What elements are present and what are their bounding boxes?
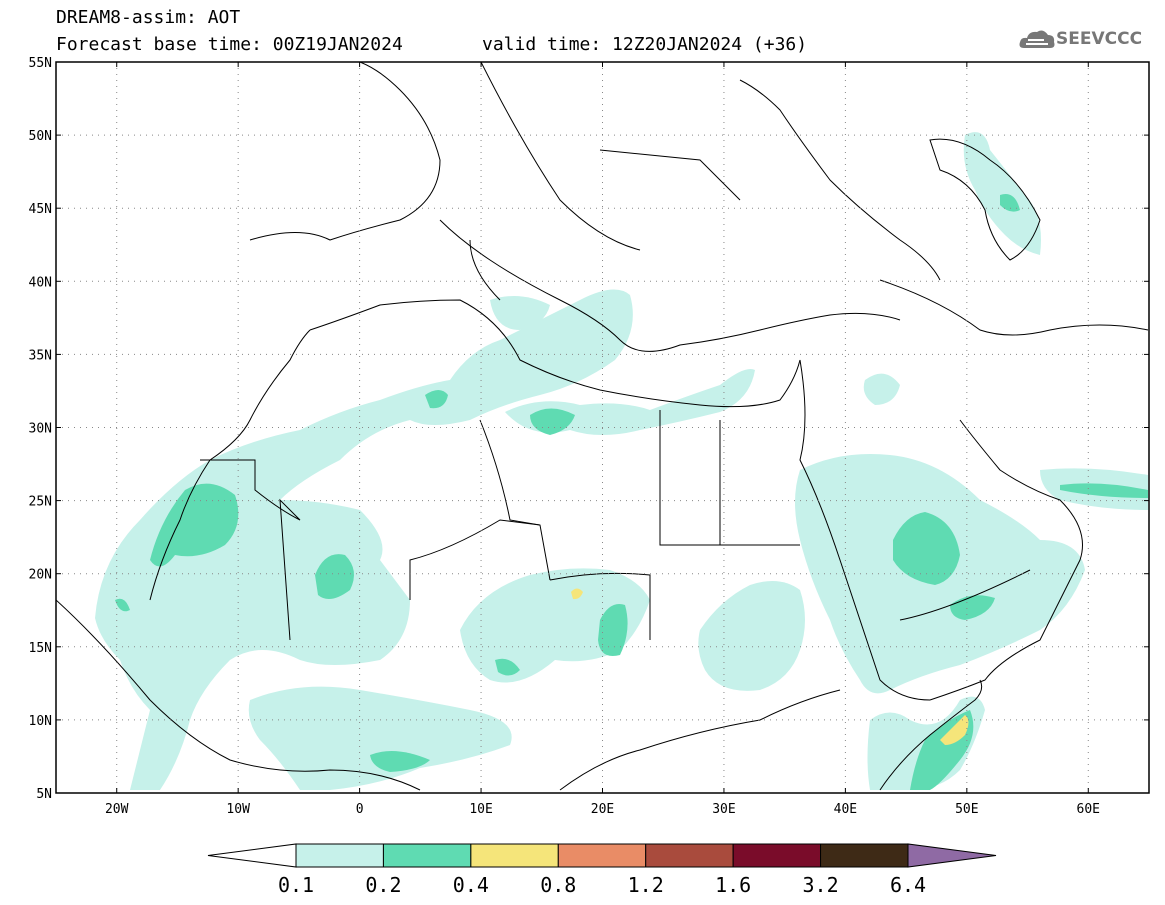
coastlines [56,62,1149,791]
legend-label: 0.4 [452,873,489,897]
axis-ticks [56,61,1149,794]
lat-label: 25N [29,495,52,510]
legend-swatch [470,843,559,868]
lon-label: 10W [226,802,250,817]
lon-label: 30E [712,802,735,817]
map-title: DREAM8-assim: AOT [56,7,241,28]
cloud-logo-icon [1019,30,1055,48]
lat-label: 5N [36,787,52,802]
legend-swatch [557,843,647,868]
lon-axis-labels: 20W 10W 0 10E 20E 30E 40E 50E 60E [105,802,1100,817]
forecast-base-time: Forecast base time: 00Z19JAN2024 [56,34,403,55]
lat-label: 35N [29,348,52,363]
legend-swatch [732,843,822,868]
lat-label: 45N [29,202,52,217]
legend-label: 6.4 [889,873,927,897]
legend-swatch [295,843,384,868]
lon-label: 20E [591,802,614,817]
legend-label: 3.2 [802,873,839,897]
lat-label: 10N [29,714,52,729]
lat-label: 55N [29,56,52,71]
lon-label: 60E [1077,802,1100,817]
legend-arrow-high [907,843,997,868]
aot-shading [95,132,1148,790]
lon-label: 20W [105,802,129,817]
lat-label: 20N [29,568,52,583]
logo-text: SEEVCCC [1056,29,1143,49]
lon-label: 10E [469,802,492,817]
lon-label: 50E [955,802,978,817]
lat-label: 15N [29,641,52,656]
legend-label: 0.2 [365,873,402,897]
lat-label: 30N [29,422,52,437]
legend-swatch [382,843,472,868]
legend-swatch [820,843,909,868]
legend-label: 0.1 [277,873,315,897]
lat-axis-labels: 55N 50N 45N 40N 35N 30N 25N 20N 15N 10N 5N [29,56,52,802]
graticule [56,62,1149,793]
legend-swatch [645,843,734,868]
lat-label: 50N [29,129,52,144]
color-legend [207,843,997,868]
legend-label: 1.2 [627,873,664,897]
lat-label: 40N [29,275,52,290]
legend-arrow-low [207,843,297,868]
legend-label: 1.6 [715,873,752,897]
lon-label: 0 [356,802,364,817]
valid-time: valid time: 12Z20JAN2024 (+36) [482,34,808,55]
lon-label: 40E [834,802,857,817]
legend-label: 0.8 [540,873,577,897]
